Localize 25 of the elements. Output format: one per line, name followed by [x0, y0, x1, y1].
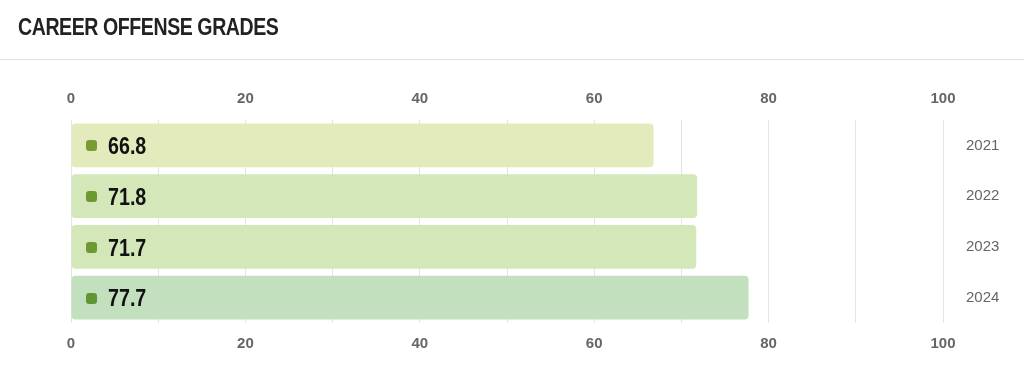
y-tick-label: 2024	[966, 287, 1000, 305]
data-label: 71.8	[108, 182, 147, 211]
y-tick-label: 2022	[966, 186, 1000, 204]
y-tick-label: 2021	[966, 135, 1000, 153]
bar	[71, 174, 698, 218]
x-tick-label: 40	[411, 334, 429, 352]
data-label: 71.7	[108, 233, 147, 261]
x-tick-label: 20	[237, 334, 254, 352]
x-tick-label: 100	[930, 334, 956, 352]
bar	[71, 275, 749, 320]
bar	[71, 225, 697, 269]
bar	[71, 123, 654, 168]
x-tick-label: 60	[585, 334, 603, 352]
chart-title: CAREER OFFENSE GRADES	[18, 14, 279, 41]
x2-tick-label: 60	[585, 89, 603, 107]
data-label: 66.8	[108, 132, 147, 160]
x-tick-label: 80	[760, 334, 777, 352]
x2-tick-label: 80	[760, 89, 777, 107]
data-label: 77.7	[108, 284, 147, 312]
x2-tick-label: 40	[411, 89, 429, 107]
x-tick-label: 0	[66, 334, 76, 352]
x2-tick-label: 0	[66, 89, 76, 107]
x2-tick-label: 100	[930, 89, 956, 107]
x2-tick-label: 20	[237, 89, 254, 107]
y-tick-label: 2023	[966, 237, 1000, 255]
